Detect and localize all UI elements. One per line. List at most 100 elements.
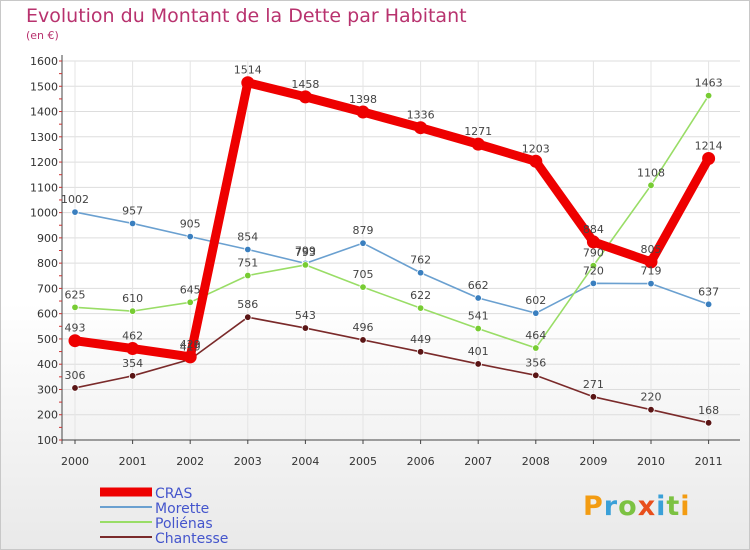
data-point <box>416 304 425 312</box>
y-tick-label: 1200 <box>30 156 58 169</box>
data-point <box>71 303 79 312</box>
data-label: 306 <box>65 369 86 382</box>
y-tick-label: 1400 <box>30 106 58 119</box>
data-label: 464 <box>525 329 546 342</box>
data-label: 957 <box>122 204 143 217</box>
data-label: 1203 <box>522 142 550 155</box>
x-tick-label: 2004 <box>291 455 319 468</box>
data-point <box>359 336 367 344</box>
data-point <box>126 342 140 356</box>
data-label: 637 <box>698 285 719 298</box>
data-label: 854 <box>237 230 258 243</box>
y-tick-label: 800 <box>37 257 58 270</box>
data-label: 1463 <box>695 77 723 90</box>
data-point <box>471 137 485 151</box>
data-point <box>647 279 655 288</box>
x-tick-label: 2001 <box>119 455 147 468</box>
logo-letter: x <box>637 491 657 522</box>
data-label: 622 <box>410 289 431 302</box>
logo-letter: o <box>618 491 638 522</box>
data-label: 1271 <box>464 125 492 138</box>
x-tick-label: 2003 <box>234 455 262 468</box>
data-point <box>529 154 543 168</box>
chart-title: Evolution du Montant de la Dette par Hab… <box>26 5 467 27</box>
data-label: 793 <box>295 246 316 259</box>
data-label: 271 <box>583 378 604 391</box>
data-point <box>589 279 598 288</box>
data-label: 1002 <box>61 193 89 206</box>
data-point <box>301 324 310 332</box>
data-label: 462 <box>122 330 143 343</box>
data-label: 543 <box>295 309 316 322</box>
data-point <box>244 313 252 321</box>
legend-label: Chantesse <box>155 531 228 547</box>
data-label: 449 <box>410 333 431 346</box>
data-point <box>71 208 79 216</box>
y-tick-label: 400 <box>37 358 58 371</box>
series-line-chantesse <box>74 316 710 424</box>
data-label: 1108 <box>637 166 665 179</box>
data-point <box>702 152 716 166</box>
data-point <box>532 371 540 380</box>
proxiti-logo: Proxiti <box>583 491 691 522</box>
x-tick-label: 2010 <box>637 455 665 468</box>
data-label: 762 <box>410 254 431 267</box>
x-tick-label: 2002 <box>176 455 204 468</box>
x-tick-label: 2005 <box>349 455 377 468</box>
y-tick-label: 300 <box>37 383 58 396</box>
data-point <box>356 105 370 119</box>
y-tick-label: 600 <box>37 308 58 321</box>
data-label: 1336 <box>407 109 435 122</box>
data-point <box>244 245 252 254</box>
data-point <box>71 384 79 392</box>
data-label: 220 <box>641 391 662 404</box>
series-line-cras <box>70 78 714 362</box>
data-label: 884 <box>583 223 604 236</box>
logo-letter: P <box>583 491 604 522</box>
y-tick-label: 200 <box>37 409 58 422</box>
data-label: 168 <box>698 404 719 417</box>
y-tick-label: 1300 <box>30 131 58 144</box>
legend-label: Poliénas <box>155 516 213 532</box>
data-label: 429 <box>180 338 201 351</box>
y-tick-label: 900 <box>37 232 58 245</box>
logo-letter: i <box>656 491 667 522</box>
y-tick-label: 1100 <box>30 181 58 194</box>
data-point <box>186 232 194 241</box>
data-label: 1458 <box>291 78 319 91</box>
logo-letter: t <box>666 491 681 522</box>
data-point <box>301 261 310 269</box>
y-tick-label: 700 <box>37 282 58 295</box>
data-label: 541 <box>468 310 489 323</box>
data-label: 719 <box>641 265 662 278</box>
series-line-morette <box>74 211 710 314</box>
data-point <box>186 298 194 306</box>
data-label: 805 <box>641 243 662 256</box>
x-tick-label: 2008 <box>522 455 550 468</box>
data-point <box>359 239 367 247</box>
data-label: 790 <box>583 247 604 260</box>
data-point <box>416 348 425 356</box>
data-label: 645 <box>180 283 201 296</box>
data-point <box>647 405 655 414</box>
data-label: 586 <box>237 298 258 311</box>
data-label: 610 <box>122 292 143 305</box>
data-point <box>589 393 598 401</box>
data-point <box>359 283 367 291</box>
data-label: 354 <box>122 357 143 370</box>
data-point <box>128 307 137 315</box>
y-tick-label: 100 <box>37 434 58 447</box>
data-label: 1214 <box>695 140 723 153</box>
data-point <box>586 235 600 249</box>
data-point <box>589 261 598 270</box>
data-label: 496 <box>353 321 374 334</box>
data-point <box>414 121 428 135</box>
data-label: 662 <box>468 279 489 292</box>
data-label: 419 <box>180 340 201 353</box>
data-label: 602 <box>525 294 546 307</box>
data-label: 356 <box>525 356 546 369</box>
data-point <box>241 76 255 90</box>
data-label: 1398 <box>349 93 377 106</box>
